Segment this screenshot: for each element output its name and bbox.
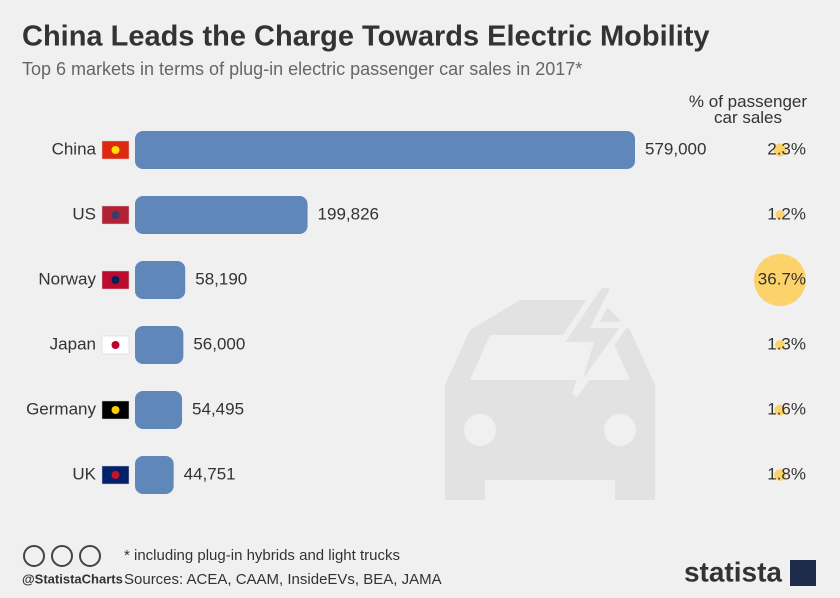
share-label: 1.3% — [767, 334, 806, 353]
value-label: 54,495 — [192, 399, 244, 418]
value-label: 56,000 — [193, 334, 245, 353]
value-label: 199,826 — [318, 204, 379, 223]
share-bubble — [775, 340, 785, 350]
share-bubble — [774, 469, 786, 481]
value-label: 44,751 — [184, 464, 236, 483]
footnote: * including plug-in hybrids and light tr… — [124, 547, 400, 564]
category-label: US — [72, 204, 96, 223]
category-label: Germany — [26, 399, 96, 418]
share-label: 1.2% — [767, 204, 806, 223]
flag-emblem — [111, 341, 120, 349]
flag-emblem — [111, 276, 120, 284]
category-label: Norway — [38, 269, 96, 288]
share-label: 36.7% — [758, 269, 806, 288]
share-label: 2.3% — [767, 139, 806, 158]
share-bubble — [774, 404, 786, 416]
car-icon — [445, 282, 655, 500]
share-bubble — [754, 254, 806, 306]
chart-subtitle: Top 6 markets in terms of plug-in electr… — [22, 59, 582, 79]
flag-emblem — [111, 471, 120, 479]
share-header: % of passenger car sales — [688, 92, 808, 127]
share-bubble — [775, 210, 785, 220]
chart-title: China Leads the Charge Towards Electric … — [22, 21, 710, 53]
category-label: Japan — [50, 334, 96, 353]
value-label: 58,190 — [195, 269, 247, 288]
brand-logo — [790, 560, 816, 586]
handle: @StatistaCharts — [22, 571, 123, 586]
share-label: 1.6% — [767, 399, 806, 418]
bar — [135, 391, 183, 429]
bar — [135, 196, 308, 234]
category-label: UK — [72, 464, 96, 483]
share-bubble — [773, 143, 787, 157]
category-label: China — [52, 139, 97, 158]
cc-icons — [23, 545, 101, 567]
bar — [135, 261, 186, 299]
flag-emblem — [111, 146, 120, 154]
share-label: 1.8% — [767, 464, 806, 483]
bar — [135, 131, 635, 169]
flag-emblem — [111, 211, 120, 219]
flag-emblem — [111, 406, 120, 414]
source: Sources: ACEA, CAAM, InsideEVs, BEA, JAM… — [124, 571, 442, 588]
brand: statista — [684, 556, 782, 587]
bar — [135, 456, 174, 494]
bar — [135, 326, 184, 364]
value-label: 579,000 — [645, 139, 706, 158]
